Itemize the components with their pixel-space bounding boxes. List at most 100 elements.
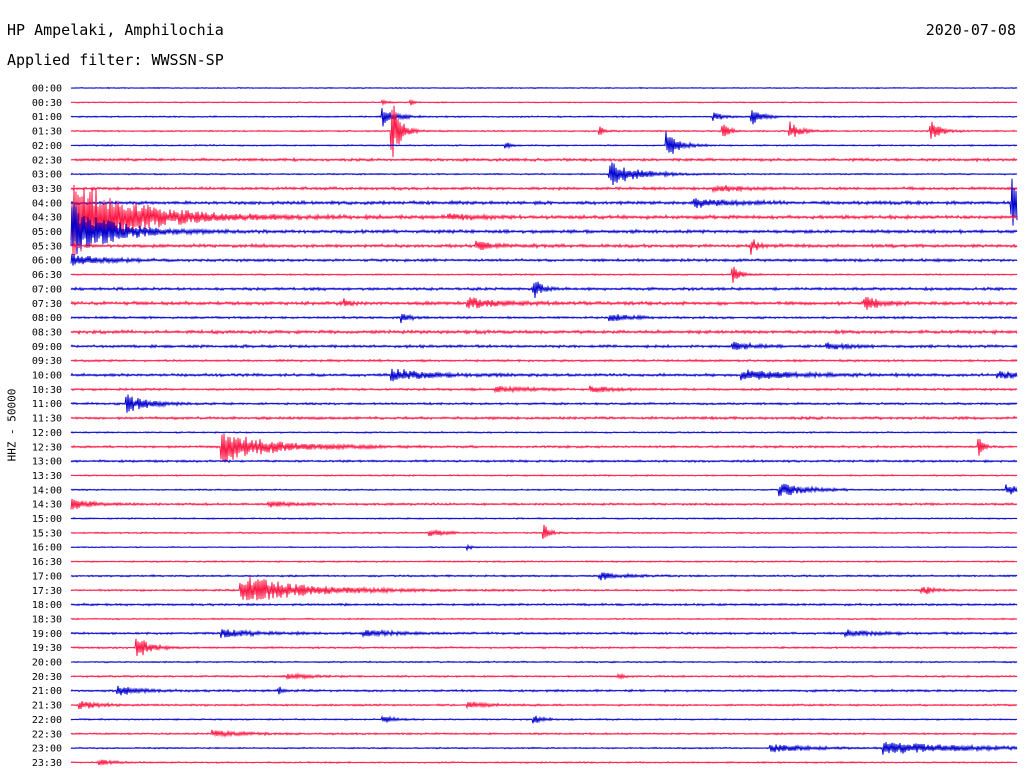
time-tick-label: 00:00 — [32, 84, 62, 95]
time-tick-label: 20:00 — [32, 658, 62, 669]
time-tick-label: 02:00 — [32, 141, 62, 152]
trace-row — [70, 394, 1018, 413]
trace-row — [70, 729, 1018, 738]
time-tick-label: 21:30 — [32, 701, 62, 712]
trace-row — [70, 742, 1018, 755]
filter-label: Applied filter: WWSSN-SP — [7, 51, 224, 69]
trace-row — [70, 385, 1018, 394]
time-tick-label: 07:00 — [32, 284, 62, 295]
trace-row — [70, 516, 1018, 521]
time-tick-label: 04:00 — [32, 198, 62, 209]
trace-row — [70, 672, 1018, 681]
time-tick-label: 02:30 — [32, 155, 62, 166]
time-tick-label: 12:30 — [32, 442, 62, 453]
time-tick-label: 05:30 — [32, 241, 62, 252]
time-tick-label: 18:00 — [32, 600, 62, 611]
time-tick-label: 07:30 — [32, 299, 62, 310]
time-tick-label: 09:30 — [32, 356, 62, 367]
trace-row — [70, 473, 1018, 478]
trace-row — [70, 617, 1018, 621]
trace-row — [70, 358, 1018, 363]
time-tick-label: 13:30 — [32, 471, 62, 482]
trace-row — [70, 701, 1018, 710]
time-tick-label: 11:30 — [32, 414, 62, 425]
trace-row — [70, 204, 1018, 254]
trace-row — [70, 266, 1018, 283]
trace-row — [70, 498, 1018, 510]
trace-row — [70, 559, 1018, 564]
time-tick-label: 15:00 — [32, 514, 62, 525]
trace-row — [70, 638, 1018, 657]
trace-row — [70, 543, 1018, 552]
time-tick-label: 06:30 — [32, 270, 62, 281]
time-tick-label: 03:30 — [32, 184, 62, 195]
trace-row — [70, 368, 1018, 382]
plot-date: 2020-07-08 — [925, 21, 1016, 39]
trace-row — [70, 341, 1018, 351]
time-tick-label: 20:30 — [32, 672, 62, 683]
trace-row — [70, 156, 1018, 163]
time-tick-label: 17:30 — [32, 586, 62, 597]
time-tick-label: 16:30 — [32, 557, 62, 568]
time-tick-label: 14:00 — [32, 485, 62, 496]
trace-row — [70, 239, 1018, 255]
trace-row — [70, 602, 1018, 607]
time-tick-label: 19:00 — [32, 629, 62, 640]
trace-row — [70, 430, 1018, 434]
time-tick-label: 14:30 — [32, 500, 62, 511]
trace-row — [70, 415, 1018, 421]
trace-row — [70, 572, 1018, 581]
time-tick-label: 08:00 — [32, 313, 62, 324]
time-tick-label: 00:30 — [32, 98, 62, 109]
time-tick-label: 10:00 — [32, 371, 62, 382]
trace-row — [70, 86, 1018, 90]
trace-row — [70, 253, 1018, 266]
time-tick-label: 15:30 — [32, 528, 62, 539]
time-tick-label: 12:00 — [32, 428, 62, 439]
time-tick-label: 08:30 — [32, 327, 62, 338]
time-tick-label: 21:00 — [32, 686, 62, 697]
trace-row — [70, 685, 1018, 696]
time-tick-label: 04:30 — [32, 213, 62, 224]
trace-row — [70, 178, 1018, 226]
time-tick-label: 09:00 — [32, 342, 62, 353]
station-title: HP Ampelaki, Amphilochia — [7, 21, 224, 39]
trace-row — [70, 715, 1018, 724]
trace-row — [70, 628, 1018, 639]
time-tick-label: 10:30 — [32, 385, 62, 396]
trace-row — [70, 131, 1018, 154]
time-tick-label: 23:30 — [32, 758, 62, 769]
time-tick-label: 01:00 — [32, 112, 62, 123]
trace-row — [70, 759, 1018, 767]
time-tick-label: 18:30 — [32, 614, 62, 625]
time-tick-label: 11:00 — [32, 399, 62, 410]
trace-row — [70, 184, 1018, 194]
trace-row — [70, 577, 1018, 601]
trace-row — [70, 184, 1018, 256]
time-tick-label: 16:00 — [32, 543, 62, 554]
trace-row — [70, 105, 1018, 158]
trace-row — [70, 660, 1018, 664]
time-tick-label: 01:30 — [32, 127, 62, 138]
trace-row — [70, 98, 1018, 106]
time-tick-label: 06:00 — [32, 256, 62, 267]
trace-row — [70, 281, 1018, 298]
trace-row — [70, 433, 1018, 463]
trace-row — [70, 297, 1018, 310]
trace-row — [70, 524, 1018, 540]
trace-row — [70, 328, 1018, 336]
time-tick-label: 22:30 — [32, 729, 62, 740]
time-tick-label: 23:00 — [32, 744, 62, 755]
time-tick-label: 05:00 — [32, 227, 62, 238]
trace-row — [70, 458, 1018, 464]
trace-row — [70, 313, 1018, 324]
time-tick-label: 17:00 — [32, 571, 62, 582]
trace-row — [70, 162, 1018, 185]
time-tick-label: 19:30 — [32, 643, 62, 654]
time-tick-label: 22:00 — [32, 715, 62, 726]
time-tick-label: 03:00 — [32, 170, 62, 181]
trace-row — [70, 108, 1018, 127]
time-tick-label: 13:00 — [32, 457, 62, 468]
trace-row — [70, 483, 1018, 497]
